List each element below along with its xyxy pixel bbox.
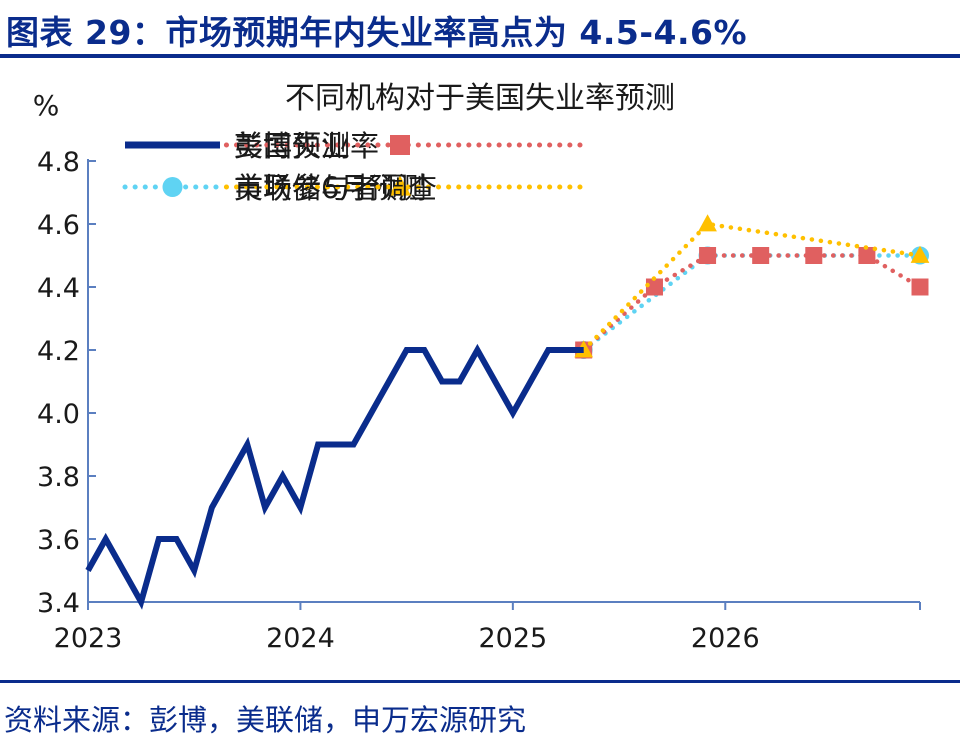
x-tick-label: 2024	[266, 623, 335, 654]
y-tick-label: 4.4	[37, 273, 80, 304]
series-line	[581, 221, 923, 353]
series-market-survey	[574, 214, 930, 358]
series-point	[699, 247, 717, 264]
series-actual-unemployment	[85, 343, 584, 610]
y-tick-label: 3.8	[37, 462, 80, 493]
series-line	[581, 253, 923, 353]
chart-title: 不同机构对于美国失业率预测	[285, 81, 675, 116]
legend-swatch-marker	[162, 177, 183, 197]
x-tick-label: 2023	[54, 623, 123, 654]
legend-swatch-marker	[390, 135, 410, 155]
unemployment-forecast-chart: 不同机构对于美国失业率预测 % 美国失业率彭博预测美联储6月预测市场参与者调查 …	[33, 81, 930, 654]
series-point	[911, 278, 929, 296]
x-tick-label: 2026	[691, 623, 760, 654]
series-point	[805, 247, 823, 264]
legend-label: 彭博预测	[234, 129, 350, 163]
footer-rule	[0, 680, 960, 683]
series-point	[858, 247, 876, 264]
legend-label: 市场参与者调查	[234, 171, 437, 205]
series-layer	[85, 214, 930, 610]
source-note: 资料来源：彭博，美联储，申万宏源研究	[4, 703, 527, 737]
series-point	[752, 247, 770, 264]
y-tick-label: 3.4	[37, 588, 80, 619]
figure-title: 图表 29：市场预期年内失业率高点为 4.5-4.6%	[6, 13, 748, 52]
y-axis-unit: %	[33, 89, 60, 122]
report-header: 图表 29：市场预期年内失业率高点为 4.5-4.6%	[0, 0, 960, 58]
header-rule	[0, 54, 960, 58]
x-tick-label: 2025	[478, 623, 547, 654]
series-line	[85, 343, 584, 610]
y-tick-label: 4.8	[37, 147, 80, 178]
y-tick-label: 4.2	[37, 336, 80, 367]
axes: 4.8 4.6 4.4 4.2 4.0 3.8 3.6 3.4 2023 2024 2025 2026	[37, 147, 921, 654]
series-point	[645, 278, 663, 296]
series-point	[698, 214, 717, 232]
series-line	[581, 253, 923, 353]
y-tick-label: 4.0	[37, 399, 80, 430]
y-tick-label: 4.6	[37, 210, 80, 241]
legend-item: 市场参与者调查	[217, 171, 583, 205]
y-tick-label: 3.6	[37, 525, 80, 556]
legend-item: 彭博预测	[217, 129, 583, 163]
legend-swatch-marker	[389, 175, 411, 196]
series-point	[910, 245, 930, 263]
